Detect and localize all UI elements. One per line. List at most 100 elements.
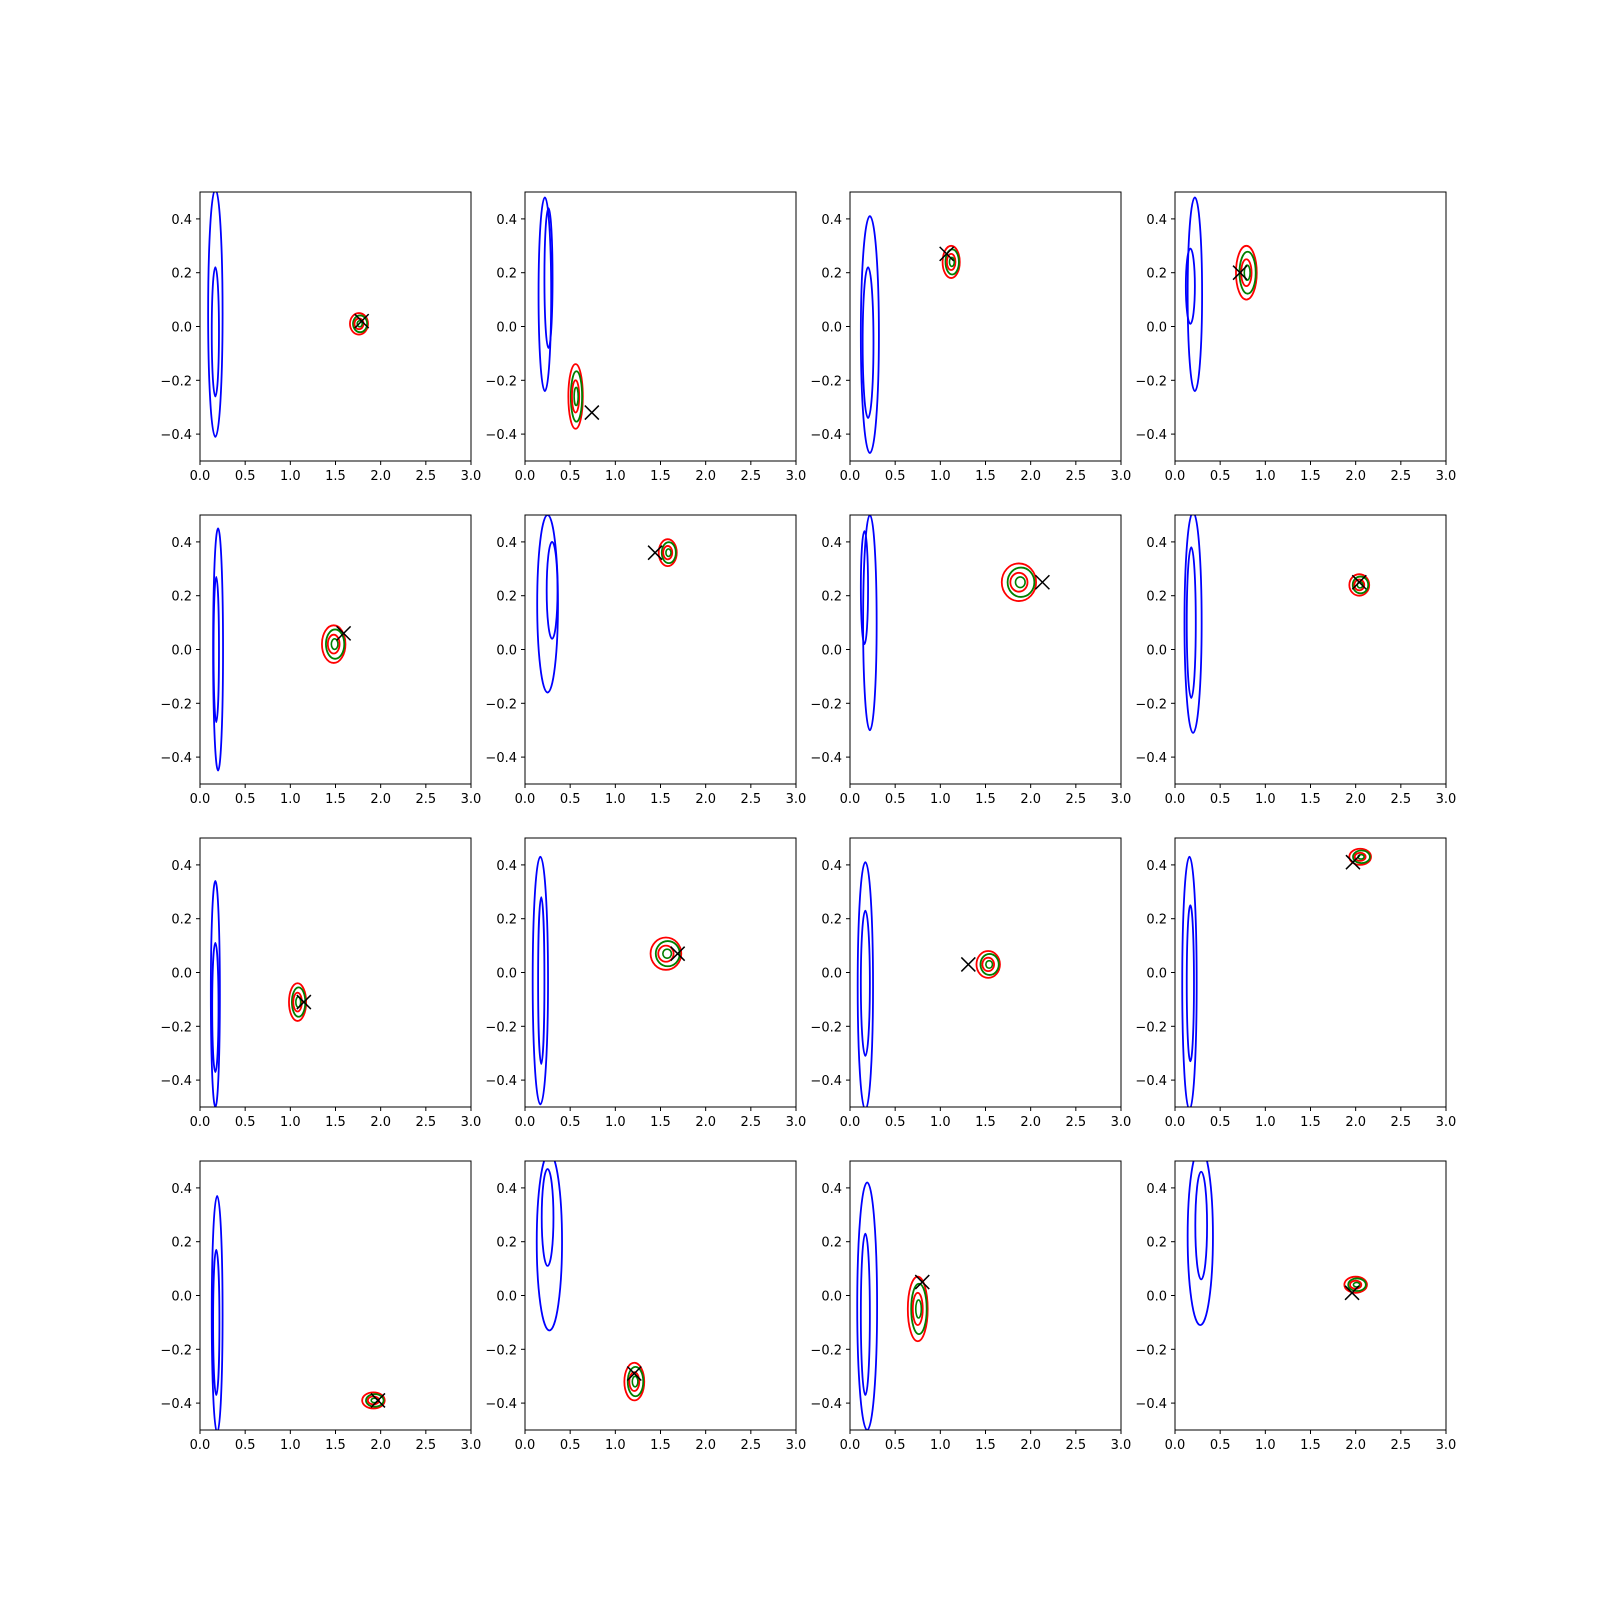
prior-contour-outer xyxy=(856,1181,878,1430)
y-tick-label: −0.4 xyxy=(1135,1074,1167,1089)
posterior-red-inner-contour xyxy=(292,991,303,1013)
prior-contour-outer xyxy=(862,515,878,732)
posterior-green-inner-contour xyxy=(1243,264,1251,282)
prior-contour-inner xyxy=(1184,247,1196,325)
prior-contour-outer xyxy=(1181,855,1198,1107)
x-tick-label: 3.0 xyxy=(786,469,807,484)
x-tick-label: 1.5 xyxy=(650,1438,671,1453)
prior-contour-outer xyxy=(1186,1161,1214,1326)
x-tick-label: 0.5 xyxy=(235,1115,256,1130)
y-tick-label: 0.2 xyxy=(496,1236,517,1251)
y-tick-label: −0.4 xyxy=(485,428,517,443)
y-tick-label: −0.4 xyxy=(1135,1397,1167,1412)
x-tick-label: 0.5 xyxy=(235,1438,256,1453)
x-tick-label: 1.0 xyxy=(930,792,951,807)
true-value-x-marker xyxy=(336,625,352,641)
y-tick-label: 0.0 xyxy=(171,644,192,659)
x-tick-label: 0.0 xyxy=(840,1115,861,1130)
prior-contour-inner xyxy=(212,575,220,724)
y-tick-label: 0.2 xyxy=(1146,590,1167,605)
y-tick-label: 0.4 xyxy=(496,859,517,874)
y-tick-label: −0.4 xyxy=(810,751,842,766)
panel-4: 0.0 0.5 1.0 1.5 2.0 2.5 3.0 0.4 0.2 0.0 −0.2 −0.4 xyxy=(1135,191,1456,484)
x-tick-label: 0.0 xyxy=(1165,1438,1186,1453)
prior-contour-outer xyxy=(531,855,549,1106)
posterior-green-outer-contour xyxy=(1352,849,1371,865)
y-tick-label: 0.0 xyxy=(171,967,192,982)
y-tick-label: −0.2 xyxy=(485,1020,517,1035)
x-tick-label: 0.5 xyxy=(560,1115,581,1130)
x-tick-label: 1.5 xyxy=(1300,469,1321,484)
y-tick-label: 0.4 xyxy=(1146,213,1167,228)
prior-contour-inner xyxy=(1185,546,1197,699)
y-tick-label: 0.0 xyxy=(171,321,192,336)
y-tick-label: 0.4 xyxy=(496,1182,517,1197)
posterior-green-outer-contour xyxy=(365,1393,385,1408)
x-tick-label: 3.0 xyxy=(461,469,482,484)
x-tick-label: 2.0 xyxy=(370,1115,391,1130)
prior-contour-inner xyxy=(212,1248,221,1396)
y-tick-label: −0.4 xyxy=(1135,751,1167,766)
x-tick-label: 1.0 xyxy=(605,469,626,484)
x-tick-label: 1.0 xyxy=(1255,792,1276,807)
x-tick-label: 2.0 xyxy=(1020,792,1041,807)
true-value-x-marker xyxy=(1345,854,1361,870)
y-tick-label: 0.0 xyxy=(1146,1290,1167,1305)
x-tick-label: 2.0 xyxy=(1020,469,1041,484)
prior-contour-outer xyxy=(537,196,553,392)
prior-contour-inner xyxy=(211,942,220,1073)
posterior-red-inner-contour xyxy=(1009,571,1029,593)
y-tick-label: −0.4 xyxy=(485,751,517,766)
panel-12: 0.0 0.5 1.0 1.5 2.0 2.5 3.0 0.4 0.2 0.0 −0.2 −0.4 xyxy=(1135,837,1456,1130)
x-tick-label: 1.0 xyxy=(280,1438,301,1453)
x-tick-label: 2.5 xyxy=(1065,792,1086,807)
prior-contour-outer xyxy=(207,192,224,438)
panel-13: 0.0 0.5 1.0 1.5 2.0 2.5 3.0 0.4 0.2 0.0 −0.2 −0.4 xyxy=(160,1160,481,1453)
y-tick-label: 0.0 xyxy=(1146,644,1167,659)
x-tick-label: 0.0 xyxy=(190,1438,211,1453)
x-tick-label: 0.0 xyxy=(515,1438,536,1453)
x-tick-label: 0.5 xyxy=(885,1438,906,1453)
x-tick-label: 0.5 xyxy=(235,469,256,484)
x-tick-label: 2.5 xyxy=(1065,1438,1086,1453)
panel-plot-area xyxy=(1181,847,1372,1107)
y-tick-label: −0.4 xyxy=(485,1074,517,1089)
true-value-x-marker xyxy=(960,956,976,972)
prior-contour-inner xyxy=(545,541,559,640)
prior-contour-inner xyxy=(210,266,220,398)
x-tick-label: 1.0 xyxy=(280,469,301,484)
y-tick-label: 0.0 xyxy=(1146,321,1167,336)
x-tick-label: 1.5 xyxy=(325,1438,346,1453)
prior-contour-inner xyxy=(859,909,871,1057)
x-tick-label: 1.0 xyxy=(605,1438,626,1453)
x-tick-label: 0.5 xyxy=(885,792,906,807)
posterior-green-inner-contour xyxy=(914,1299,923,1319)
posterior-red-outer-contour xyxy=(1235,244,1258,301)
panel-plot-area xyxy=(856,1181,930,1430)
x-tick-label: 0.0 xyxy=(1165,469,1186,484)
panel-plot-area xyxy=(1183,515,1371,734)
x-tick-label: 2.0 xyxy=(370,792,391,807)
true-value-x-marker xyxy=(939,246,955,262)
x-tick-label: 3.0 xyxy=(786,1438,807,1453)
x-tick-label: 1.0 xyxy=(280,792,301,807)
posterior-green-outer-contour xyxy=(660,541,677,565)
x-tick-label: 2.5 xyxy=(415,792,436,807)
posterior-green-inner-contour xyxy=(573,386,579,407)
x-tick-label: 2.0 xyxy=(1345,469,1366,484)
prior-contour-outer xyxy=(535,1161,563,1332)
y-tick-label: 0.0 xyxy=(496,644,517,659)
true-value-x-marker xyxy=(1344,1285,1360,1301)
y-tick-label: 0.2 xyxy=(171,913,192,928)
x-tick-label: 0.5 xyxy=(1210,1438,1231,1453)
posterior-green-outer-contour xyxy=(569,370,583,423)
posterior-green-inner-contour xyxy=(948,256,956,268)
y-tick-label: −0.2 xyxy=(810,1020,842,1035)
panel-11: 0.0 0.5 1.0 1.5 2.0 2.5 3.0 0.4 0.2 0.0 −0.2 −0.4 xyxy=(810,837,1131,1130)
posterior-green-inner-contour xyxy=(1014,576,1026,589)
y-tick-label: 0.2 xyxy=(1146,267,1167,282)
x-tick-label: 1.5 xyxy=(325,1115,346,1130)
x-tick-label: 2.0 xyxy=(695,1115,716,1130)
x-tick-label: 0.0 xyxy=(515,792,536,807)
y-tick-label: 0.0 xyxy=(496,321,517,336)
